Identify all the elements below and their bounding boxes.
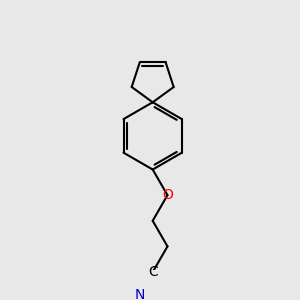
- Text: C: C: [148, 265, 158, 279]
- Text: N: N: [134, 288, 145, 300]
- Text: O: O: [162, 188, 173, 202]
